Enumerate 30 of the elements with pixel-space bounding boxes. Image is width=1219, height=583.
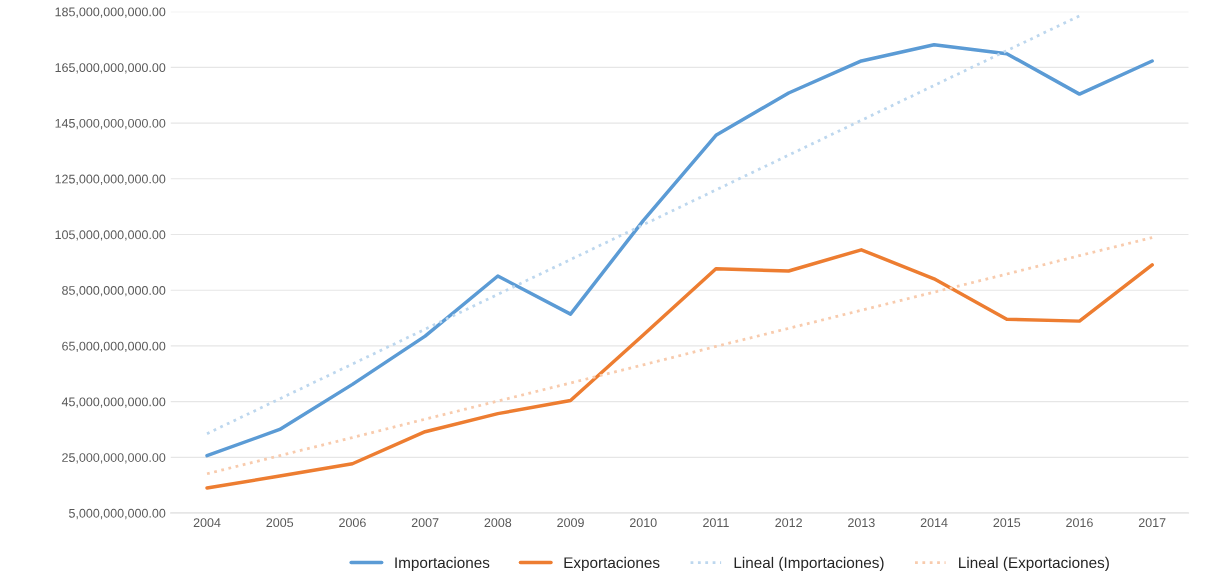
- x-tick-label: 2009: [557, 518, 584, 528]
- y-tick-label: 145,000,000,000.00: [55, 118, 166, 130]
- y-tick-label: 65,000,000,000.00: [62, 341, 166, 353]
- x-tick-label: 2012: [775, 518, 802, 528]
- y-tick-label: 85,000,000,000.00: [62, 286, 166, 297]
- y-tick-label: 25,000,000,000.00: [62, 453, 166, 464]
- legend-label: Lineal (Exportaciones): [959, 556, 1109, 572]
- x-tick-label: 2011: [703, 518, 729, 528]
- x-tick-label: 2014: [920, 518, 948, 528]
- line-series: [205, 14, 1081, 436]
- line-series: [205, 43, 1154, 458]
- y-tick-label: 185,000,000,000.00: [55, 7, 166, 18]
- y-tick-label: 165,000,000,000.00: [55, 63, 166, 74]
- y-tick-label: 125,000,000,000.00: [55, 174, 166, 185]
- legend-label: Importaciones: [395, 556, 490, 572]
- x-tick-label: 2010: [629, 518, 657, 528]
- legend-label: Lineal (Importaciones): [734, 556, 884, 572]
- x-tick-label: 2005: [266, 518, 294, 528]
- x-tick-label: 2006: [339, 518, 366, 528]
- x-tick-label: 2007: [411, 518, 439, 528]
- legend-label: Exportaciones: [564, 556, 660, 572]
- x-tick-label: 2017: [1138, 518, 1166, 528]
- x-tick-label: 2016: [1066, 518, 1093, 528]
- x-tick-label: 2013: [848, 518, 875, 528]
- y-tick-label: 105,000,000,000.00: [55, 230, 166, 241]
- x-tick-label: 2008: [484, 518, 512, 528]
- y-tick-label: 5,000,000,000.00: [68, 508, 166, 520]
- x-tick-label: 2004: [193, 518, 221, 528]
- y-tick-label: 45,000,000,000.00: [61, 397, 166, 408]
- x-tick-label: 2015: [993, 518, 1021, 528]
